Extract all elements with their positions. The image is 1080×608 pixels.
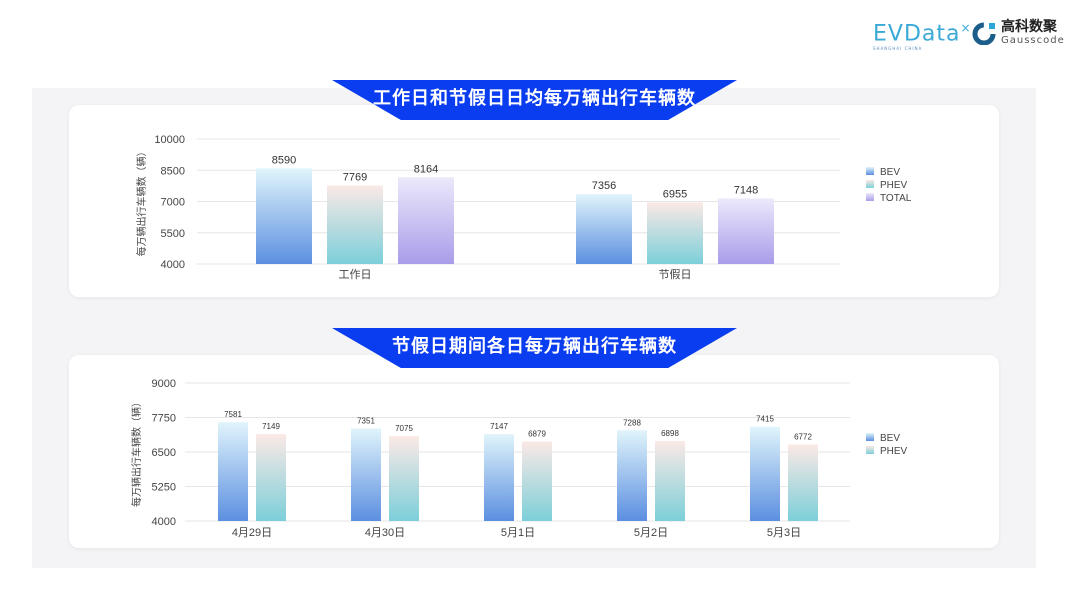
evdata-logo: EVData× SHANGHAI CHINA [873,21,972,52]
bar-phev [788,444,818,521]
data-label: 7769 [343,171,367,183]
data-label: 7147 [490,422,508,431]
bar-phev [647,202,703,264]
data-label: 8164 [414,163,438,175]
data-label: 7288 [623,418,641,427]
bar-bev [750,426,780,521]
bar-phev [256,434,286,521]
legend-swatch-total [866,193,874,201]
data-label: 7148 [734,184,758,196]
data-label: 6898 [661,429,679,438]
data-label: 7356 [592,180,616,192]
bar-bev [576,194,632,264]
y-tick-label: 4000 [152,516,176,528]
x-tick-label: 4月30日 [365,527,405,539]
y-tick-label: 9000 [152,378,176,390]
bar-phev [655,441,685,521]
x-tick-label: 节假日 [659,267,692,281]
chart-2: 9000 7750 6500 5250 4000 每万辆出行车辆数（辆） 7581 7149 4… [130,378,908,539]
bar-total [718,198,774,264]
y-tick-label: 4000 [161,259,185,271]
y-tick-label: 8500 [161,165,185,177]
bar-phev [522,441,552,521]
bar-total [398,177,454,264]
data-label: 7415 [756,415,774,424]
bar-phev [327,185,383,264]
bar-phev [389,436,419,521]
y-tick-label: 7750 [152,413,176,425]
y-tick-label: 5500 [161,228,185,240]
y-axis-label: 每万辆出行车辆数（辆） [135,147,148,257]
data-label: 7581 [224,410,242,419]
y-axis-label: 每万辆出行车辆数（辆） [130,397,143,507]
data-label: 7075 [395,424,413,433]
legend-total: TOTAL [880,193,912,204]
data-label: 7149 [262,422,280,431]
legend-bev: BEV [880,167,900,178]
y-tick-label: 7000 [161,197,185,209]
data-label: 6772 [794,432,812,441]
bar-bev [256,168,312,264]
data-label: 8590 [272,154,296,166]
x-tick-label: 5月3日 [767,527,801,539]
bar-bev [484,434,514,521]
bar-bev [617,430,647,521]
gausscode-logo: 高科数聚 Gausscode [972,20,1065,46]
data-label: 7351 [357,417,375,426]
legend-swatch-phev [866,180,874,188]
y-tick-label: 6500 [152,447,176,459]
legend-bev: BEV [880,433,900,444]
x-tick-label: 5月1日 [501,527,535,539]
legend-phev: PHEV [880,180,908,191]
chart-title-1: 工作日和节假日日均每万辆出行车辆数 [332,80,737,120]
x-tick-label: 5月2日 [634,527,668,539]
x-tick-label: 工作日 [339,268,372,281]
bar-bev [351,428,381,521]
data-label: 6955 [663,188,687,200]
legend-swatch-bev [866,433,874,441]
legend-phev: PHEV [880,446,908,457]
legend-swatch-phev [866,446,874,454]
y-tick-label: 5250 [152,482,176,494]
legend-swatch-bev [866,167,874,175]
chart-1: 10000 8500 7000 5500 4000 每万辆出行车辆数（辆） 8590 7769… [135,134,912,281]
y-tick-label: 10000 [154,134,185,146]
gausscode-mark-icon [972,22,996,45]
data-label: 6879 [528,430,546,439]
x-tick-label: 4月29日 [232,527,272,539]
bar-bev [218,422,248,521]
chart-title-2: 节假日期间各日每万辆出行车辆数 [332,328,737,368]
